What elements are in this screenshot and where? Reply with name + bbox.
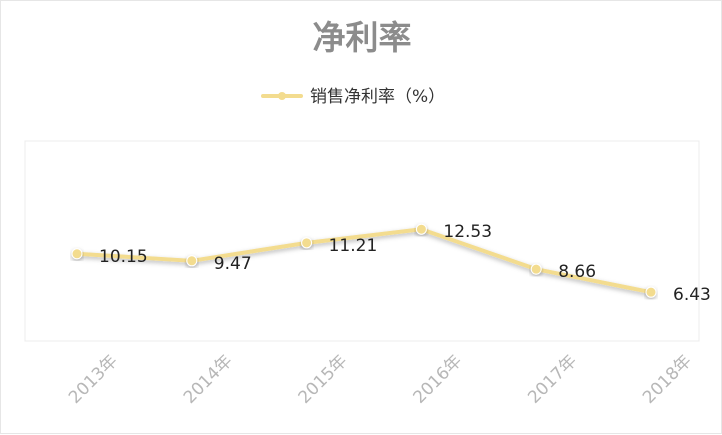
plot-area [24,140,700,342]
legend: 销售净利率（%） [261,87,445,107]
x-tick-label-1: 2013年 [65,351,122,408]
x-tick-label-5: 2017年 [524,351,581,408]
x-tick-label-4: 2016年 [409,351,466,408]
x-axis-tick-labels: 2013年 2014年 2015年 2016年 2017年 2018年 [65,351,696,408]
data-label-3: 11.21 [329,236,378,256]
x-tick-label-6: 2018年 [639,351,696,408]
data-point-1[interactable] [71,248,83,260]
data-labels-layer: 10.15 9.47 11.21 12.53 8.66 6.43 [99,222,711,305]
legend-label: 销售净利率（%） [310,87,445,107]
data-point-3[interactable] [301,237,313,249]
x-tick-label-2: 2014年 [180,351,237,408]
series-line [75,227,653,295]
data-point-2[interactable] [186,255,198,267]
data-point-6[interactable] [645,286,657,298]
data-label-1: 10.15 [99,247,148,267]
data-label-5: 8.66 [558,262,596,282]
data-point-5[interactable] [530,263,542,275]
data-label-4: 12.53 [443,222,492,242]
data-label-2: 9.47 [214,254,252,274]
series-layer [71,223,657,298]
data-point-4[interactable] [415,223,427,235]
legend-marker-icon [278,92,286,100]
x-tick-label-3: 2015年 [295,351,352,408]
chart-title: 净利率 [313,18,412,57]
data-label-6: 6.43 [673,285,711,305]
